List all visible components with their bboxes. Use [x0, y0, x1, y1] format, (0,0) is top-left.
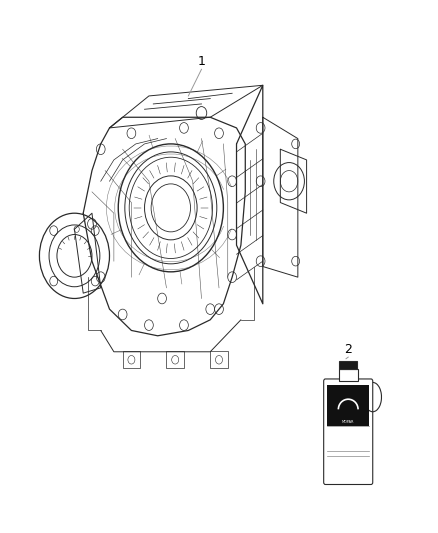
Bar: [166, 351, 184, 368]
Bar: [339, 361, 357, 369]
Bar: [123, 351, 140, 368]
Text: MOPAR: MOPAR: [342, 420, 354, 424]
Bar: [327, 456, 369, 480]
Bar: [210, 351, 228, 368]
Bar: [327, 385, 369, 426]
Bar: [339, 369, 358, 381]
Text: 2: 2: [344, 343, 352, 356]
Text: 1: 1: [198, 55, 205, 68]
FancyBboxPatch shape: [324, 379, 373, 484]
